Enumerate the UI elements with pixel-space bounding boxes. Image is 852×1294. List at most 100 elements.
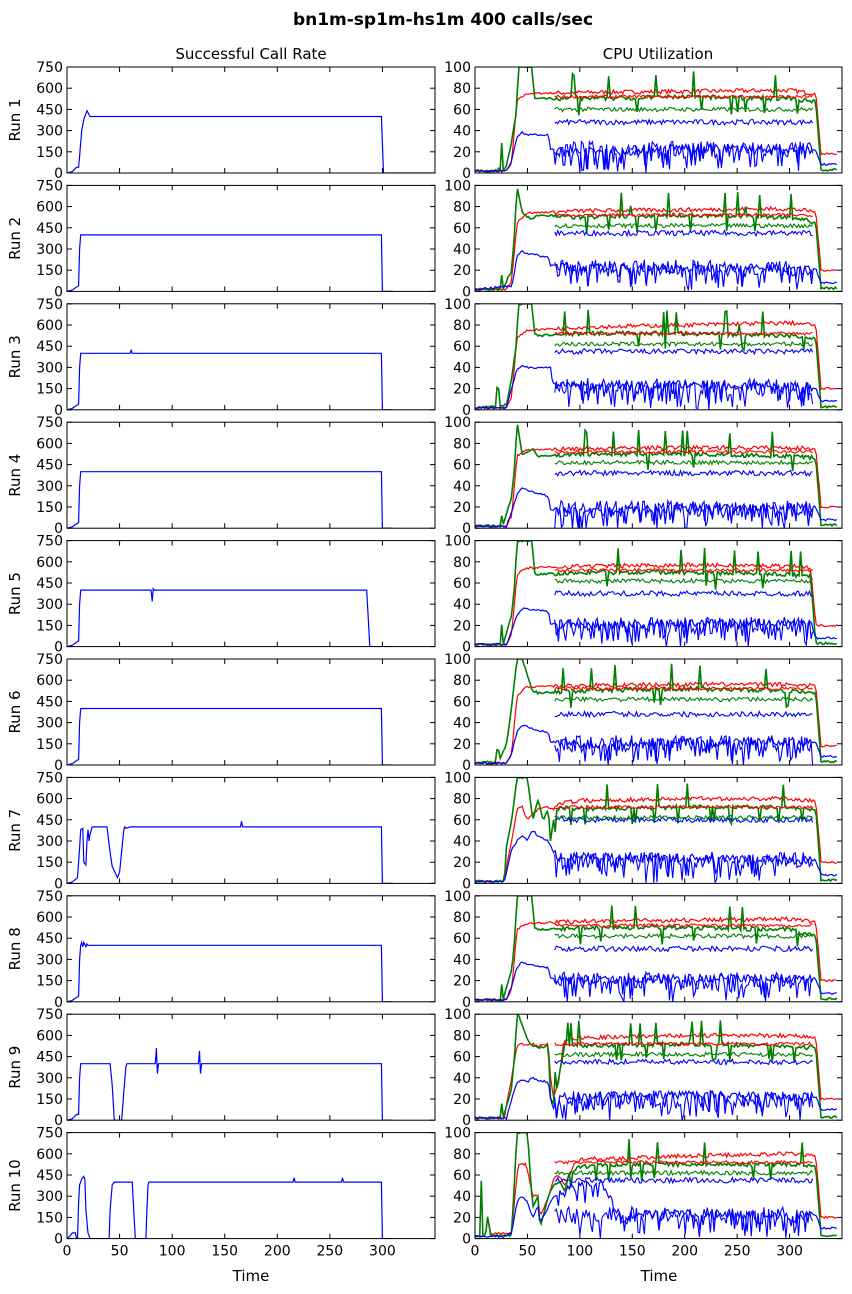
y-tick-label: 0: [54, 876, 63, 892]
series-line-blue: [475, 364, 837, 410]
x-tick-label: 50: [111, 1244, 129, 1260]
series-line-green: [554, 222, 813, 230]
series-line-green: [554, 932, 814, 940]
series-line-blue: [475, 961, 837, 1002]
panel-cpu-1: 0 20 40 60 80 100: [444, 60, 843, 182]
axes-frame: [66, 540, 436, 648]
y-tick-label: 600: [36, 1147, 63, 1163]
y-tick-label: 0: [54, 1232, 63, 1248]
y-tick-label: 40: [453, 1071, 471, 1087]
y-tick-label: 80: [453, 81, 471, 97]
series-group: [475, 895, 838, 1002]
y-tick-label: 300: [36, 124, 63, 140]
y-tick-label: 600: [36, 318, 63, 334]
x-tick-label: 150: [211, 1244, 238, 1260]
y-tick-label: 80: [453, 1028, 471, 1044]
axes-frame: [66, 776, 436, 884]
y-tick-label: 80: [453, 910, 471, 926]
axes-frame: [474, 66, 843, 174]
y-tick-label: 300: [36, 597, 63, 613]
series-line-blue: [554, 376, 814, 410]
y-tick-label: 450: [36, 1168, 63, 1184]
axes-frame: [66, 421, 436, 529]
series-line-red: [554, 449, 813, 455]
figure-title: bn1m-sp1m-hs1m 400 calls/sec: [293, 10, 593, 30]
y-tick-label: 40: [453, 360, 471, 376]
series-line-red: [475, 205, 837, 292]
y-tick-label: 60: [453, 931, 471, 947]
run-label: Run 5: [6, 572, 24, 615]
series-group: [67, 587, 393, 647]
y-tick-label: 20: [453, 618, 471, 634]
panel-call-rate-2: 0 150 300 450 600 750 Run 2: [6, 178, 436, 300]
x-tick-label: 300: [776, 1244, 803, 1260]
series-line-green: [554, 814, 814, 821]
y-tick-label: 100: [444, 534, 471, 550]
series-line-blue: [67, 1175, 393, 1239]
y-tick-label: 0: [462, 876, 471, 892]
y-tick-label: 40: [453, 834, 471, 850]
series-group: [475, 67, 838, 173]
y-tick-label: 0: [54, 284, 63, 300]
x-tick-label: 100: [159, 1244, 186, 1260]
y-tick-label: 80: [453, 555, 471, 571]
y-tick-label: 0: [462, 521, 471, 537]
series-group: [475, 1132, 838, 1239]
run-label: Run 2: [6, 217, 24, 260]
series-line-blue: [554, 970, 813, 1002]
y-tick-label: 150: [36, 145, 63, 161]
series-line-blue: [67, 707, 393, 765]
series-line-green: [475, 67, 838, 173]
series-line-red: [554, 686, 813, 692]
x-tick-label: 300: [369, 1244, 396, 1260]
series-line-blue: [67, 234, 393, 292]
axes-frame: [474, 421, 843, 529]
series-line-red: [554, 922, 813, 928]
panel-cpu-4: 0 20 40 60 80 100: [444, 415, 843, 537]
series-group: [67, 1048, 393, 1121]
y-tick-label: 100: [444, 60, 471, 76]
y-tick-label: 600: [36, 792, 63, 808]
y-tick-label: 300: [36, 952, 63, 968]
y-tick-label: 0: [462, 1232, 471, 1248]
y-tick-label: 20: [453, 1092, 471, 1108]
panel-cpu-3: 0 20 40 60 80 100: [444, 297, 843, 419]
series-group: [475, 424, 838, 529]
x-tick-label: 100: [566, 1244, 593, 1260]
run-label: Run 3: [6, 335, 24, 378]
y-tick-label: 450: [36, 694, 63, 710]
axes-frame: [474, 776, 843, 884]
run-label: Run 9: [6, 1046, 24, 1089]
series-group: [475, 303, 838, 410]
y-tick-label: 0: [54, 521, 63, 537]
y-tick-label: 100: [444, 652, 471, 668]
y-tick-label: 100: [444, 297, 471, 313]
y-tick-label: 450: [36, 1050, 63, 1066]
series-group: [67, 1175, 393, 1239]
y-tick-label: 80: [453, 1147, 471, 1163]
panel-cpu-10: 0 20 40 60 80 100 0 50 100 150 200 250 300: [444, 1126, 843, 1260]
series-group: [475, 659, 838, 765]
x-tick-label: 200: [264, 1244, 291, 1260]
series-line-blue: [67, 348, 393, 410]
series-line-blue: [554, 347, 814, 356]
y-tick-label: 750: [36, 415, 63, 431]
series-group: [67, 821, 393, 884]
left-column-title: Successful Call Rate: [175, 45, 326, 63]
axes-frame: [66, 184, 436, 292]
panel-call-rate-6: 0 150 300 450 600 750 Run 6: [6, 652, 436, 774]
panel-cpu-6: 0 20 40 60 80 100: [444, 652, 843, 774]
axes-frame: [66, 303, 436, 411]
series-line-blue: [554, 1057, 813, 1067]
y-tick-label: 0: [462, 995, 471, 1011]
series-line-green: [475, 777, 838, 884]
y-tick-label: 750: [36, 652, 63, 668]
series-line-blue: [554, 1089, 814, 1121]
series-group: [475, 188, 838, 292]
y-tick-label: 0: [462, 166, 471, 182]
right-xlabel: Time: [640, 1267, 678, 1285]
series-line-green: [554, 106, 814, 113]
run-label: Run 6: [6, 690, 24, 733]
y-tick-label: 450: [36, 102, 63, 118]
